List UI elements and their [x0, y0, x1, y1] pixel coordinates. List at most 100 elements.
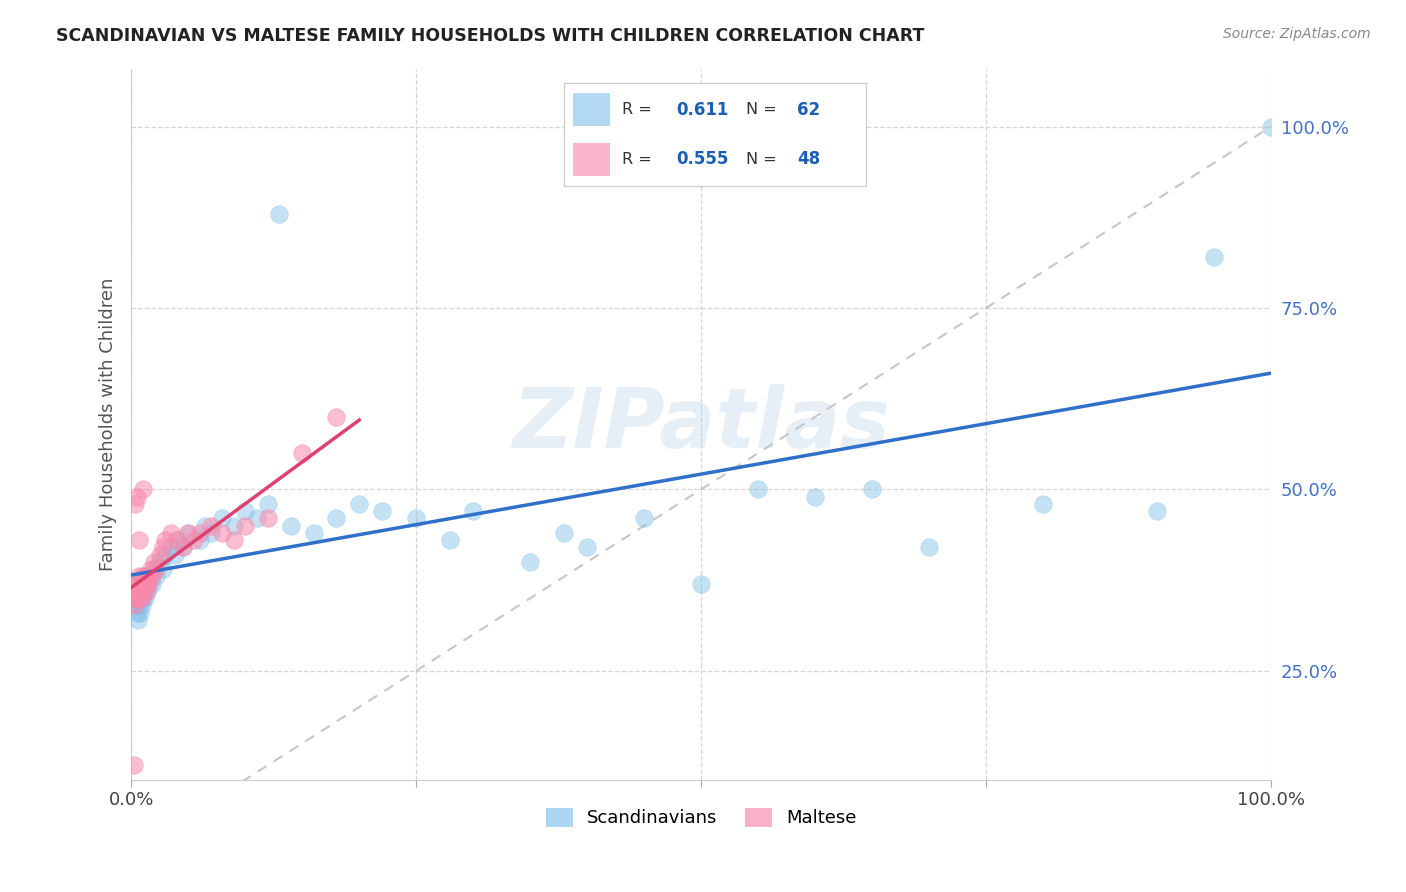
Point: [127, 584, 149, 599]
Point: [125, 606, 148, 620]
Point: [131, 584, 153, 599]
Point: [132, 576, 155, 591]
Point: [128, 599, 150, 613]
Point: [152, 541, 174, 555]
Point: [200, 518, 222, 533]
Point: [257, 497, 280, 511]
Point: [125, 591, 148, 606]
Point: [519, 555, 541, 569]
Point: [1032, 497, 1054, 511]
Point: [135, 576, 157, 591]
Point: [128, 591, 150, 606]
Point: [136, 584, 159, 599]
Point: [125, 576, 148, 591]
Point: [122, 758, 145, 772]
Point: [163, 548, 186, 562]
Y-axis label: Family Households with Children: Family Households with Children: [100, 277, 117, 571]
Point: [233, 518, 256, 533]
Legend: Scandinavians, Maltese: Scandinavians, Maltese: [538, 801, 863, 835]
Point: [141, 569, 163, 583]
Point: [633, 511, 655, 525]
Point: [172, 541, 194, 555]
Text: ZIPatlas: ZIPatlas: [512, 384, 890, 465]
Point: [134, 591, 156, 606]
Point: [152, 562, 174, 576]
Point: [125, 584, 148, 599]
Point: [125, 490, 148, 504]
Point: [747, 483, 769, 497]
Point: [439, 533, 461, 548]
Text: Source: ZipAtlas.com: Source: ZipAtlas.com: [1223, 27, 1371, 41]
Point: [138, 569, 160, 583]
Point: [128, 584, 150, 599]
Point: [149, 548, 172, 562]
Point: [125, 599, 148, 613]
Point: [222, 518, 245, 533]
Point: [222, 533, 245, 548]
Point: [131, 569, 153, 583]
Point: [125, 584, 148, 599]
Point: [131, 584, 153, 599]
Point: [131, 576, 153, 591]
Point: [1146, 504, 1168, 518]
Point: [145, 562, 167, 576]
Point: [233, 504, 256, 518]
Point: [302, 525, 325, 540]
Point: [166, 533, 188, 548]
Point: [131, 591, 153, 606]
Point: [325, 511, 347, 525]
Point: [129, 584, 152, 599]
Point: [129, 591, 152, 606]
Point: [576, 541, 599, 555]
Point: [131, 591, 153, 606]
Point: [127, 613, 149, 627]
Point: [183, 533, 205, 548]
Point: [155, 548, 177, 562]
Point: [918, 541, 941, 555]
Point: [128, 569, 150, 583]
Point: [136, 584, 159, 599]
Point: [405, 511, 427, 525]
Point: [291, 446, 314, 460]
Point: [125, 591, 148, 606]
Point: [134, 569, 156, 583]
Point: [139, 562, 162, 576]
Point: [160, 525, 183, 540]
Point: [155, 533, 177, 548]
Point: [138, 576, 160, 591]
Point: [129, 576, 152, 591]
Point: [463, 504, 485, 518]
Point: [128, 533, 150, 548]
Point: [132, 584, 155, 599]
Point: [129, 606, 152, 620]
Point: [138, 569, 160, 583]
Point: [280, 518, 302, 533]
Point: [804, 490, 827, 504]
Point: [143, 562, 166, 576]
Point: [246, 511, 269, 525]
Point: [325, 409, 347, 424]
Point: [194, 518, 217, 533]
Point: [124, 591, 146, 606]
Point: [139, 569, 162, 583]
Point: [124, 497, 146, 511]
Point: [347, 497, 370, 511]
Point: [138, 576, 160, 591]
Point: [211, 511, 233, 525]
Point: [269, 207, 291, 221]
Point: [127, 576, 149, 591]
Point: [1204, 250, 1226, 264]
Point: [160, 541, 183, 555]
Point: [131, 576, 153, 591]
Point: [122, 591, 145, 606]
Point: [177, 525, 200, 540]
Point: [177, 525, 200, 540]
Point: [124, 599, 146, 613]
Point: [149, 555, 172, 569]
Point: [211, 525, 233, 540]
Point: [166, 533, 188, 548]
Point: [131, 483, 153, 497]
Point: [553, 525, 575, 540]
Point: [188, 525, 211, 540]
Point: [131, 599, 153, 613]
